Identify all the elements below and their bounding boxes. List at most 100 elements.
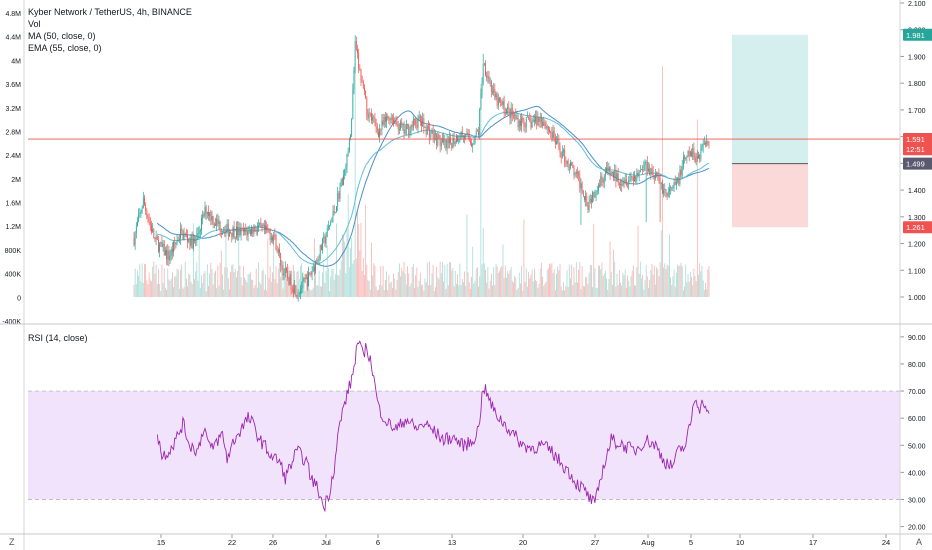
symbol-legend[interactable]: Kyber Network / TetherUS, 4h, BINANCE (28, 7, 192, 17)
candle-body (671, 187, 673, 189)
candle-body (585, 195, 587, 201)
volume-bar (168, 279, 170, 297)
volume-bar (642, 275, 644, 297)
volume-bar (650, 270, 652, 297)
candle-body (530, 121, 532, 128)
candle-body (443, 138, 445, 143)
candle-body (468, 135, 470, 141)
candle-body (181, 228, 183, 231)
candle-body (696, 156, 698, 159)
volume-bar (390, 281, 392, 297)
candle-body (248, 229, 250, 231)
candle-body (224, 230, 226, 235)
volume-bar (646, 276, 648, 297)
volume-bar (220, 250, 222, 297)
volume-bar (700, 271, 702, 297)
candle-body (364, 88, 365, 91)
candle-body (178, 238, 180, 241)
volume-bar (465, 285, 467, 297)
volume-bar (575, 262, 577, 297)
candle-body (708, 144, 710, 146)
rsi-pane[interactable]: 90.00 80.00 70.00 60.00 50.00 40.00 30.00 20.00 (28, 335, 926, 532)
volume-bar (189, 274, 191, 297)
candle-body (378, 131, 379, 138)
candle-body (691, 151, 692, 157)
candle-body (604, 172, 606, 176)
candle-body (394, 121, 396, 125)
candle-body (166, 250, 167, 260)
candle-body (603, 175, 605, 183)
time-tick-label: Jul (321, 538, 331, 547)
candle-body (645, 161, 647, 163)
candle-body (138, 213, 140, 222)
candle-body (259, 222, 261, 226)
volume-bar (588, 272, 590, 297)
candle-body (527, 116, 528, 118)
candle-body (439, 136, 441, 146)
volume-bar (176, 268, 178, 297)
volume-bar (260, 284, 262, 297)
candle-body (449, 137, 450, 144)
auto-scale-button[interactable]: A (916, 537, 923, 547)
vol-legend[interactable]: Vol (28, 19, 41, 29)
candle-body (252, 227, 254, 234)
volume-bar (197, 280, 199, 297)
candle-body (535, 116, 536, 122)
candle-body (175, 243, 177, 245)
volume-bar (326, 245, 328, 297)
candle-body (307, 277, 308, 287)
time-tick-label: Aug (641, 538, 654, 547)
position-tool[interactable] (732, 34, 808, 228)
candle-body (362, 82, 364, 89)
volume-bar (603, 273, 605, 297)
time-axis: 15 22 26 Jul 6 13 20 27 Aug 5 10 17 24 (157, 534, 890, 547)
volume-bar (645, 264, 647, 297)
price-label-text: 1.499 (906, 160, 925, 169)
candle-body (409, 132, 411, 135)
candle-body (233, 227, 235, 238)
zoom-button[interactable]: Z (9, 537, 15, 547)
volume-bar (459, 263, 461, 297)
candle-body (489, 81, 491, 83)
candle-body (319, 245, 321, 260)
volume-bar (279, 262, 280, 297)
price-pane[interactable]: 4.8M 4.4M 4M 3.6M 3.2M 2.8M 2.4M 2M 1.6M 1.2M 800K… (2, 1, 932, 326)
candle-body (380, 128, 382, 130)
candle-body (513, 115, 514, 117)
candle-body (344, 169, 346, 176)
candle-body (369, 112, 371, 114)
candle-body (176, 239, 178, 244)
candle-body (391, 117, 393, 120)
candle-body (301, 288, 303, 290)
candle-body (438, 134, 440, 137)
candle-body (320, 245, 322, 251)
volume-bar (281, 267, 283, 297)
candle-body (141, 208, 143, 212)
volume-bar (334, 274, 336, 297)
candle-body (324, 236, 326, 244)
candle-body (247, 229, 249, 236)
candle-body (188, 238, 190, 242)
candle-body (199, 230, 201, 232)
candle-body (398, 129, 400, 130)
volume-bar (607, 289, 609, 297)
volume-bar (364, 275, 365, 297)
candle-body (275, 235, 277, 251)
candle-body (358, 53, 360, 69)
volume-bar (341, 234, 343, 297)
candle-body (314, 266, 315, 272)
volume-bar (522, 290, 524, 297)
ema-legend[interactable]: EMA (55, close, 0) (28, 43, 102, 53)
candle-body (616, 173, 618, 182)
volume-bar (244, 277, 245, 297)
volume-bar (147, 284, 149, 297)
volume-bar (494, 285, 496, 297)
ma-legend[interactable]: MA (50, close, 0) (28, 31, 96, 41)
candle-body (634, 176, 635, 182)
candle-body (536, 116, 538, 126)
volume-bar (177, 269, 179, 297)
rsi-legend[interactable]: RSI (14, close) (28, 333, 88, 343)
candle-body (220, 229, 222, 232)
